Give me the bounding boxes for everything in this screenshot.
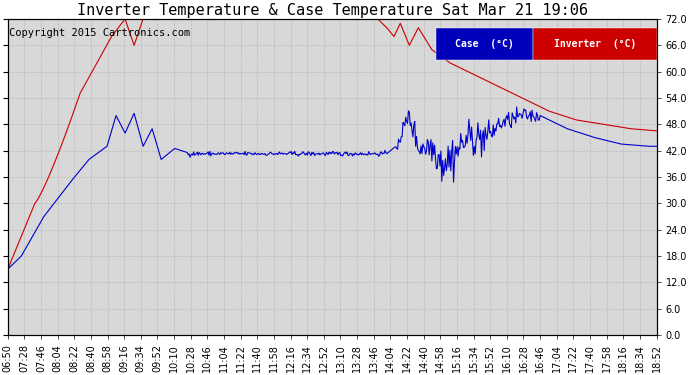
Text: Inverter  (°C): Inverter (°C) (554, 39, 636, 49)
Title: Inverter Temperature & Case Temperature Sat Mar 21 19:06: Inverter Temperature & Case Temperature … (77, 3, 588, 18)
FancyBboxPatch shape (436, 28, 533, 60)
FancyBboxPatch shape (533, 28, 657, 60)
Text: Copyright 2015 Cartronics.com: Copyright 2015 Cartronics.com (9, 28, 190, 38)
Text: Case  (°C): Case (°C) (455, 39, 514, 49)
